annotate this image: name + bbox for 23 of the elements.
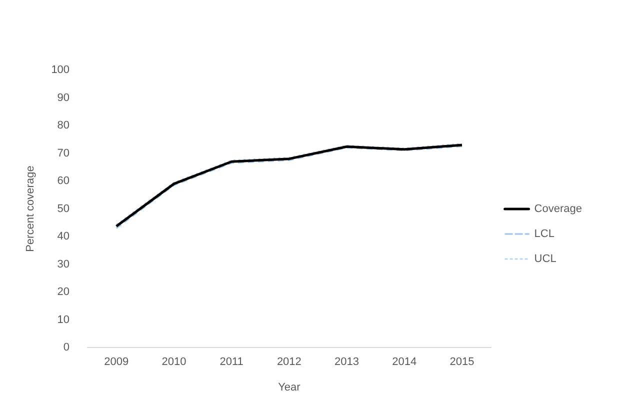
- legend-label: LCL: [534, 228, 554, 240]
- y-tick-label: 40: [57, 230, 70, 243]
- y-tick-label: 80: [57, 120, 70, 132]
- y-tick-label: 10: [57, 314, 70, 326]
- y-tick-label: 50: [57, 202, 70, 215]
- y-tick-label: 100: [51, 64, 70, 76]
- y-axis-title: Percent coverage: [24, 166, 37, 252]
- y-tick-label: 0: [63, 342, 70, 354]
- y-tick-label: 20: [57, 286, 70, 298]
- legend-label: Coverage: [534, 203, 582, 216]
- legend-label: UCL: [534, 253, 556, 266]
- y-tick-label: 30: [57, 258, 70, 270]
- x-tick-label: 2010: [162, 356, 186, 368]
- x-tick-label: 2011: [220, 356, 244, 368]
- x-tick-label: 2015: [450, 356, 474, 368]
- y-tick-label: 60: [57, 175, 70, 188]
- y-tick-label: 90: [57, 92, 70, 104]
- x-tick-label: 2012: [276, 356, 302, 368]
- x-tick-label: 2009: [104, 356, 129, 368]
- x-tick-label: 2013: [334, 356, 360, 368]
- y-tick-label: 70: [57, 147, 70, 160]
- x-axis-title: Year: [278, 381, 301, 394]
- x-tick-label: 2014: [392, 356, 417, 368]
